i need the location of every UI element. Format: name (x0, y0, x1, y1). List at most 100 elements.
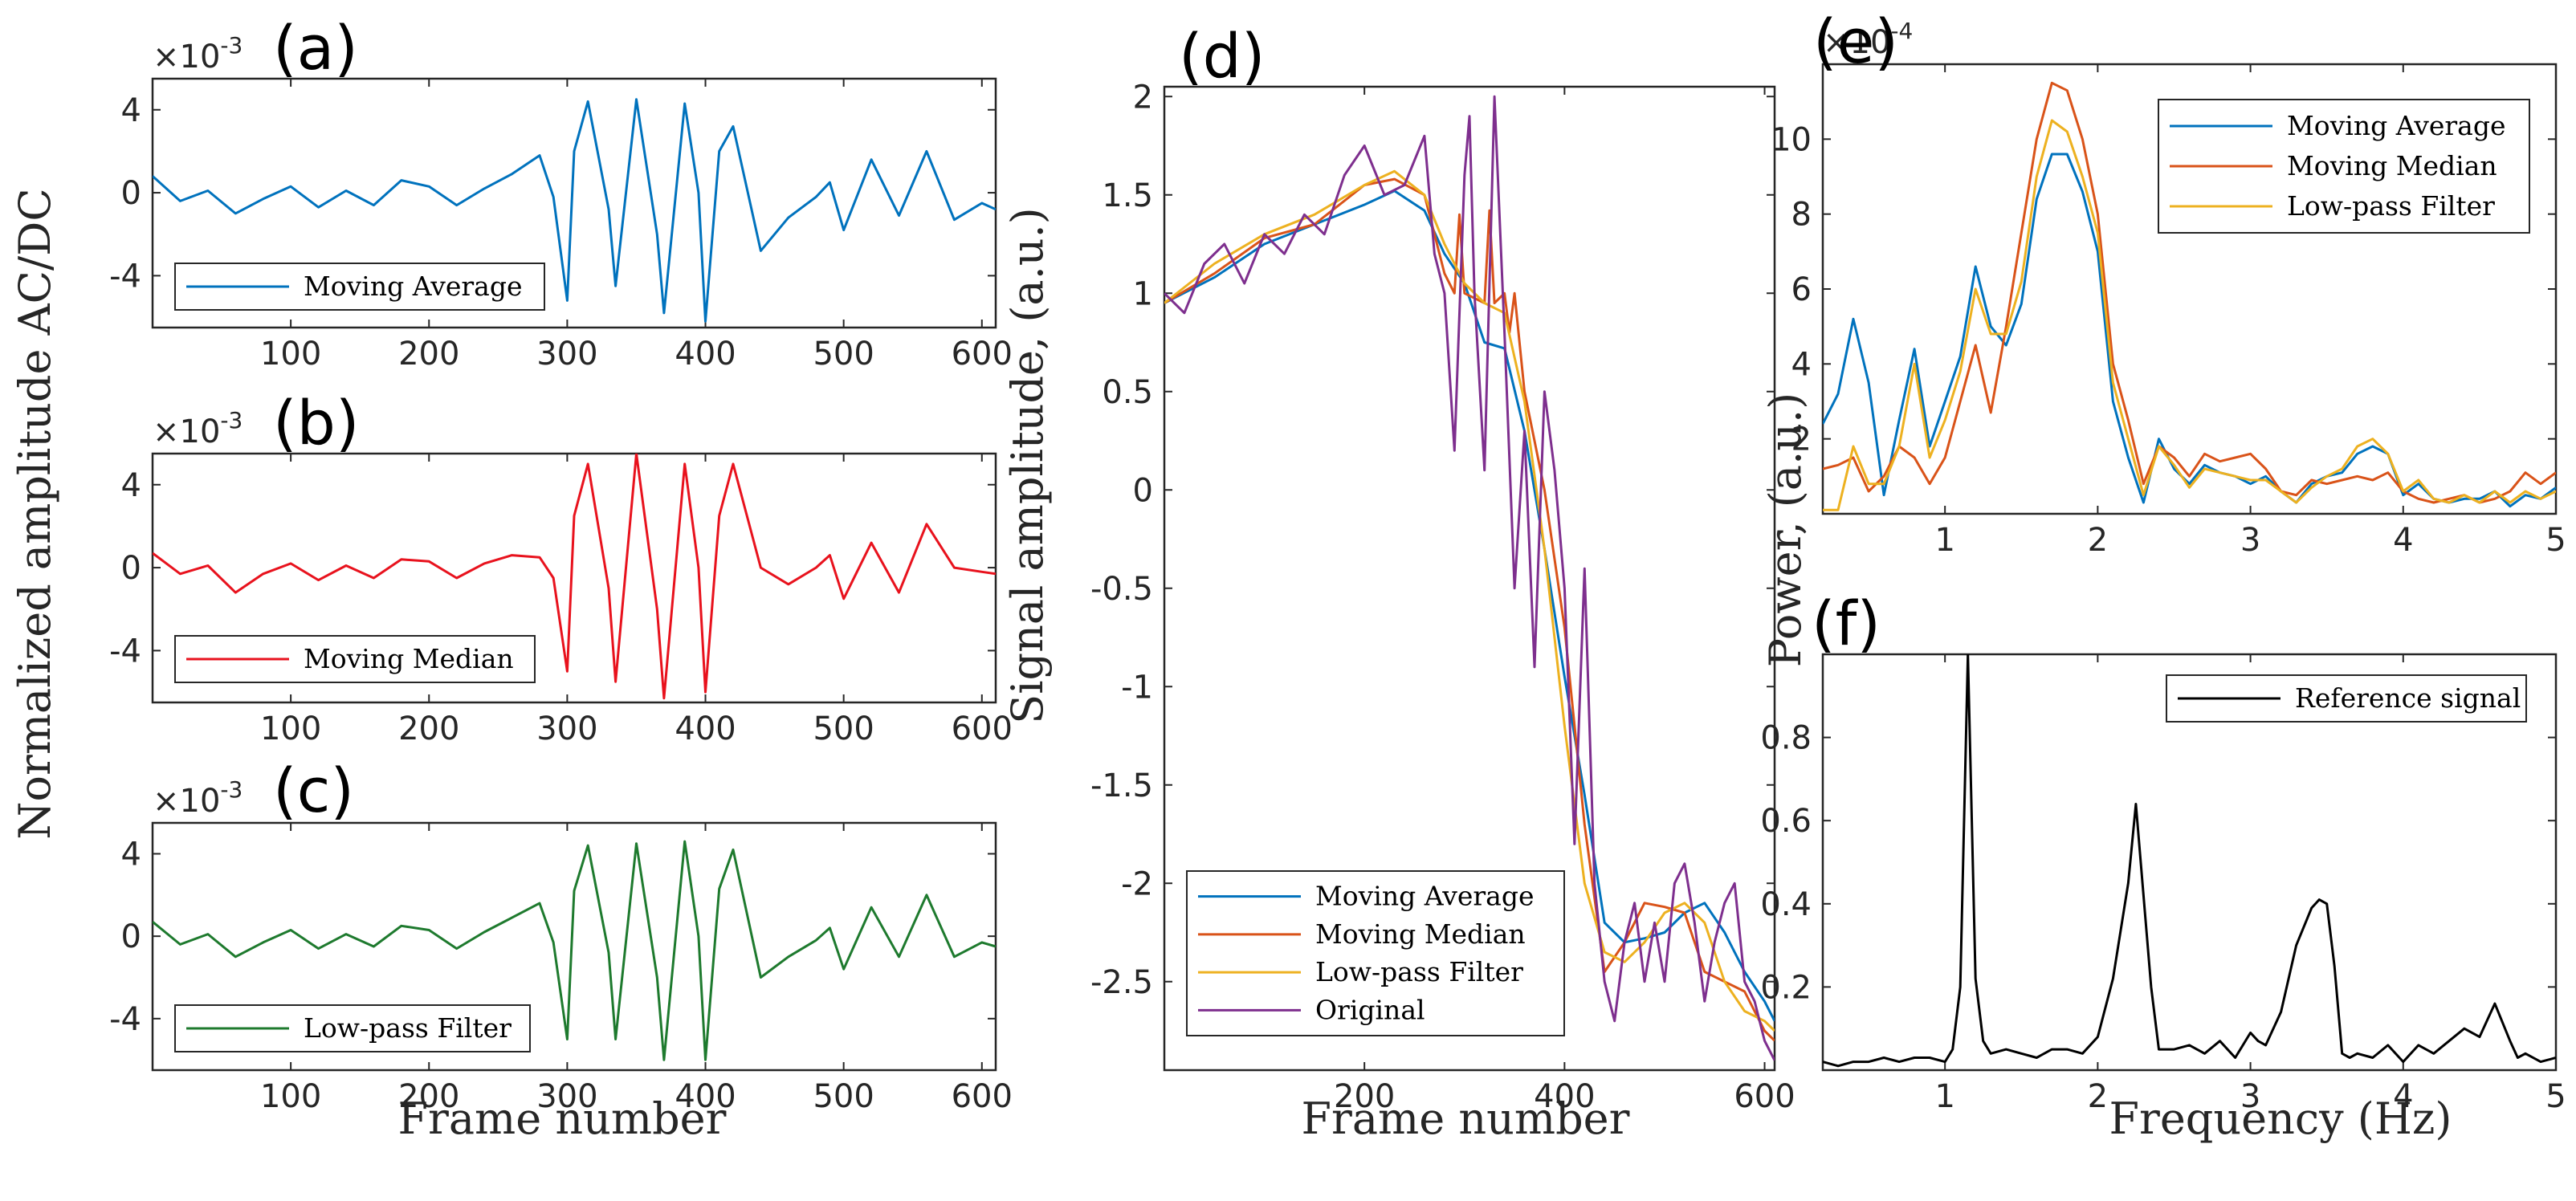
y-tick-label-c: 4 (121, 837, 141, 873)
x-tick-label-a: 200 (398, 336, 459, 373)
y-tick-label-b: 4 (121, 467, 141, 504)
y-tick-label-f: 0.4 (1760, 886, 1812, 923)
panels: 100 200 300 400 500 600-404×10-3 (a)Moving Ave… (109, 6, 2566, 1115)
y-exponent-base-b: ×10 (153, 413, 220, 450)
x-tick-label-f: 2 (2088, 1078, 2108, 1115)
y-tick-label-a: 0 (121, 175, 141, 212)
x-tick-label-c: 400 (675, 1078, 736, 1115)
legend-e: Moving Average Moving Median Low-pass Filt… (2158, 99, 2530, 234)
y-label-left: Normalized amplitude AC/DC (10, 188, 60, 839)
x-tick-label-d: 600 (1734, 1078, 1795, 1115)
axes-box-d (1163, 85, 1776, 1072)
y-tick-label-d: 0 (1133, 472, 1153, 509)
panel-b: 100 200 300 400 500 600 -4 0 4 ×10-3 (b) Moving Med… (109, 387, 1013, 747)
axes-box-f (1821, 653, 2558, 1072)
panel-label-a: (a) (273, 12, 358, 83)
series-line-e-moving-median (1823, 81, 2556, 504)
y-label-mid: Signal amplitude, (a.u.) (1002, 207, 1053, 724)
x-tick-label-a: 100 (260, 336, 321, 373)
series-line-d-low-pass-filter (1164, 169, 1775, 1032)
x-tick-label-c: 500 (813, 1078, 874, 1115)
legend-label-e: Low-pass Filter (2287, 190, 2495, 222)
legend-label-c: Low-pass Filter (304, 1012, 512, 1044)
series-line-d-original (1164, 95, 1775, 1061)
legend-c: Low-pass Filter (174, 1004, 531, 1052)
legend-b: Moving Median (174, 635, 536, 683)
x-tick-label-b: 600 (952, 710, 1013, 747)
y-exponent-power-a: -3 (220, 32, 243, 59)
x-label-frequency: Frequency (Hz) (2109, 1093, 2452, 1144)
axes-box-a (151, 77, 997, 329)
y-label-right: Power, (a.u.) (1760, 393, 1811, 667)
y-exponent-power-b: -3 (220, 407, 243, 434)
y-tick-label-d: -2 (1121, 865, 1153, 902)
legend-label-a: Moving Average (304, 271, 523, 302)
x-label-frame-mid: Frame number (1302, 1093, 1630, 1144)
y-tick-label-f: 0.2 (1760, 969, 1812, 1006)
x-tick-label-f: 5 (2545, 1078, 2566, 1115)
panel-c: 100 200 300 400 500 600 -4 0 4 ×10-3 (c) Low-pass F… (109, 755, 1013, 1115)
panel-label-c: (c) (273, 755, 354, 826)
y-tick-label-a: -4 (109, 258, 141, 295)
legend-label-d: Low-pass Filter (1315, 956, 1523, 987)
y-tick-label-d: 1 (1133, 275, 1153, 312)
series-line-e-low-pass-filter (1823, 119, 2556, 511)
y-exponent-a: ×10-3 (153, 32, 243, 75)
legend-label-b: Moving Median (304, 643, 514, 674)
y-tick-label-d: -2.5 (1090, 964, 1153, 1001)
legend-label-f: Reference signal (2295, 682, 2521, 714)
y-exponent-c: ×10-3 (153, 776, 243, 820)
series-group-d (1164, 95, 1775, 1061)
y-tick-label-c: -4 (109, 1001, 141, 1038)
x-tick-label-a: 500 (813, 336, 874, 373)
y-tick-label-e: 2 (1791, 421, 1812, 458)
x-tick-label-d: 400 (1534, 1078, 1595, 1115)
series-group-a (153, 98, 996, 323)
x-tick-label-b: 400 (675, 710, 736, 747)
series-line-f-reference-signal (1823, 654, 2556, 1068)
legend-label-d: Original (1315, 994, 1425, 1025)
x-tick-label-b: 200 (398, 710, 459, 747)
x-tick-label-e: 3 (2240, 522, 2260, 559)
y-tick-label-e: 6 (1791, 271, 1812, 308)
y-exponent-power-c: -3 (220, 776, 243, 803)
series-line-a-moving-average (153, 98, 996, 323)
x-tick-label-f: 3 (2240, 1078, 2260, 1115)
x-tick-label-c: 200 (398, 1078, 459, 1115)
y-tick-label-b: 0 (121, 550, 141, 587)
legend-box-d (1186, 870, 1565, 1036)
y-exponent-base-e: ×10 (1823, 24, 1890, 61)
legend-label-e: Moving Average (2287, 110, 2506, 141)
y-tick-label-b: -4 (109, 633, 141, 670)
x-tick-label-a: 600 (952, 336, 1013, 373)
x-tick-label-e: 5 (2545, 522, 2566, 559)
y-tick-label-c: 0 (121, 918, 141, 955)
series-line-b-moving-median (153, 454, 996, 700)
panel-f: 1 2 3 4 5 0.2 0.4 0.6 0.8 (f) Reference signal (1760, 588, 2566, 1115)
panel-d: 200 400 600 -2.5 -2 -1.5 -1 -0.5 0 0.5 1 1.5 2 (d) Mov… (1090, 20, 1795, 1115)
x-tick-label-b: 500 (813, 710, 874, 747)
x-tick-label-e: 4 (2393, 522, 2413, 559)
y-exponent-base-a: ×10 (153, 39, 220, 75)
x-tick-label-e: 1 (1934, 522, 1954, 559)
series-group-f (1823, 654, 2556, 1068)
panel-label-f: (f) (1812, 588, 1881, 659)
legend-label-d: Moving Median (1315, 918, 1526, 950)
panel-a: 100 200 300 400 500 600 -4 0 4 ×10-3 (a) Moving Ave… (109, 12, 1013, 373)
y-tick-label-e: 8 (1791, 197, 1812, 234)
legend-a: Moving Average (174, 263, 545, 311)
x-tick-label-c: 300 (536, 1078, 597, 1115)
panel-label-e: (e) (1813, 6, 1898, 77)
x-tick-label-c: 100 (260, 1078, 321, 1115)
x-tick-label-c: 600 (952, 1078, 1013, 1115)
legend-d: Moving Average Moving Median Low-pass Filt… (1186, 870, 1565, 1036)
legend-f: Reference signal (2166, 674, 2527, 723)
y-tick-label-e: 4 (1791, 346, 1812, 383)
y-tick-label-f: 0.8 (1760, 720, 1812, 757)
x-tick-label-b: 100 (260, 710, 321, 747)
panel-label-d: (d) (1179, 20, 1266, 92)
series-group-b (153, 454, 996, 700)
x-tick-label-f: 1 (1934, 1078, 1954, 1115)
